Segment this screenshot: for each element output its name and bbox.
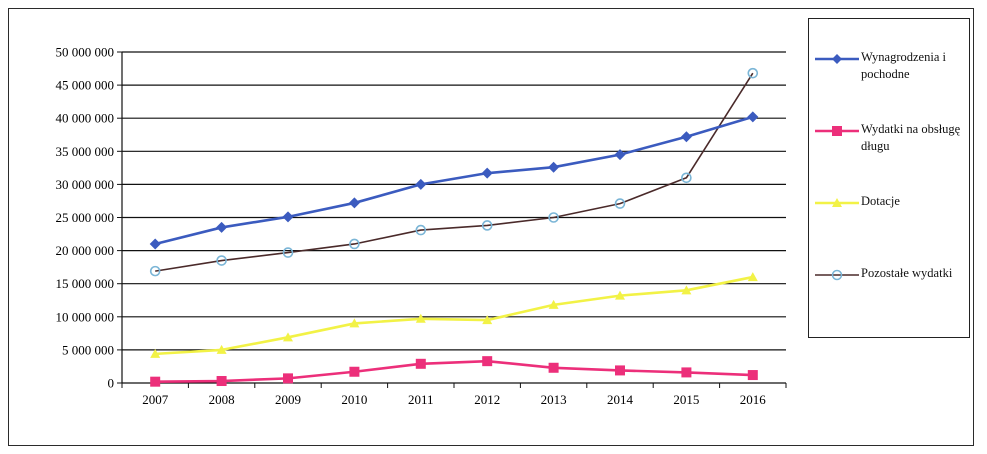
legend-marker-square-icon: [815, 126, 859, 136]
y-tick-label: 30 000 000: [56, 177, 115, 192]
legend-marker-diamond-icon: [815, 54, 859, 64]
data-point: [150, 348, 161, 358]
data-point: [481, 220, 493, 231]
series-layer: [149, 67, 759, 387]
data-point: [349, 366, 360, 377]
legend-label: Wydatki na obsługę długu: [861, 122, 961, 153]
data-point: [615, 365, 625, 376]
data-point: [614, 149, 626, 161]
data-point: [349, 238, 360, 250]
legend-label: Wynagrodzenia i pochodne: [861, 50, 946, 81]
data-point: [283, 373, 293, 384]
data-point: [149, 238, 161, 250]
series-line: [154, 115, 754, 246]
data-point: [681, 172, 692, 184]
data-point: [614, 198, 626, 209]
y-tick-label: 50 000 000: [56, 45, 115, 60]
series-line: [155, 72, 754, 272]
data-point: [747, 111, 759, 123]
data-point: [481, 167, 493, 179]
x-tick-label: 2015: [673, 392, 699, 407]
data-point: [548, 212, 559, 223]
data-point: [283, 332, 293, 342]
y-tick-label: 15 000 000: [56, 276, 115, 291]
y-tick-label: 20 000 000: [56, 243, 115, 258]
legend-marker-circle-icon: [815, 269, 859, 281]
data-point: [415, 224, 427, 236]
y-tick-label: 35 000 000: [56, 144, 115, 159]
data-point: [548, 362, 559, 373]
data-point: [282, 247, 294, 258]
data-point: [415, 358, 426, 369]
data-point: [216, 255, 227, 266]
data-point: [482, 315, 493, 325]
x-tick-label: 2016: [740, 392, 767, 407]
data-point: [150, 376, 161, 387]
data-point: [415, 178, 427, 190]
y-tick-label: 0: [108, 376, 115, 391]
legend-label: Pozostałe wydatki: [861, 266, 953, 280]
data-point: [415, 313, 426, 323]
data-point: [747, 67, 759, 79]
x-tick-label: 2009: [275, 392, 301, 407]
data-point: [747, 370, 758, 381]
series-line: [155, 359, 753, 383]
x-axis-ticks: 2007 2008 2009 2010 2011 2012 2013 2014 2015 2016: [121, 383, 787, 407]
data-point: [615, 290, 625, 300]
data-point: [681, 367, 692, 378]
y-tick-label: 5 000 000: [62, 342, 114, 357]
data-point: [747, 272, 758, 282]
x-tick-label: 2011: [408, 392, 434, 407]
x-tick-label: 2012: [474, 392, 500, 407]
y-tick-label: 45 000 000: [56, 78, 115, 93]
y-axis-ticks: 0 5 000 000 10 000 000 15 000 000 20 000 000…: [56, 45, 122, 391]
data-point: [548, 299, 559, 309]
data-point: [482, 356, 493, 367]
legend: Wynagrodzenia i pochodne Wydatki na obsł…: [808, 18, 970, 338]
data-point: [216, 344, 227, 354]
x-tick-label: 2010: [341, 392, 367, 407]
x-tick-label: 2007: [142, 392, 169, 407]
y-tick-label: 40 000 000: [56, 111, 115, 126]
x-tick-label: 2014: [607, 392, 634, 407]
y-tick-label: 25 000 000: [56, 210, 115, 225]
x-tick-label: 2008: [209, 392, 235, 407]
grid-lines: [122, 51, 786, 351]
data-point: [349, 318, 360, 328]
data-point: [681, 285, 692, 295]
legend-marker-triangle-icon: [815, 198, 859, 207]
data-point: [149, 265, 161, 277]
data-point: [680, 131, 692, 143]
y-tick-label: 10 000 000: [56, 309, 115, 324]
data-point: [282, 211, 294, 223]
series-line: [155, 275, 754, 356]
data-point: [348, 197, 360, 209]
legend-label: Dotacje: [861, 194, 900, 208]
x-tick-label: 2013: [541, 392, 567, 407]
data-point: [548, 161, 560, 173]
data-point: [216, 221, 228, 233]
data-point: [216, 376, 227, 387]
